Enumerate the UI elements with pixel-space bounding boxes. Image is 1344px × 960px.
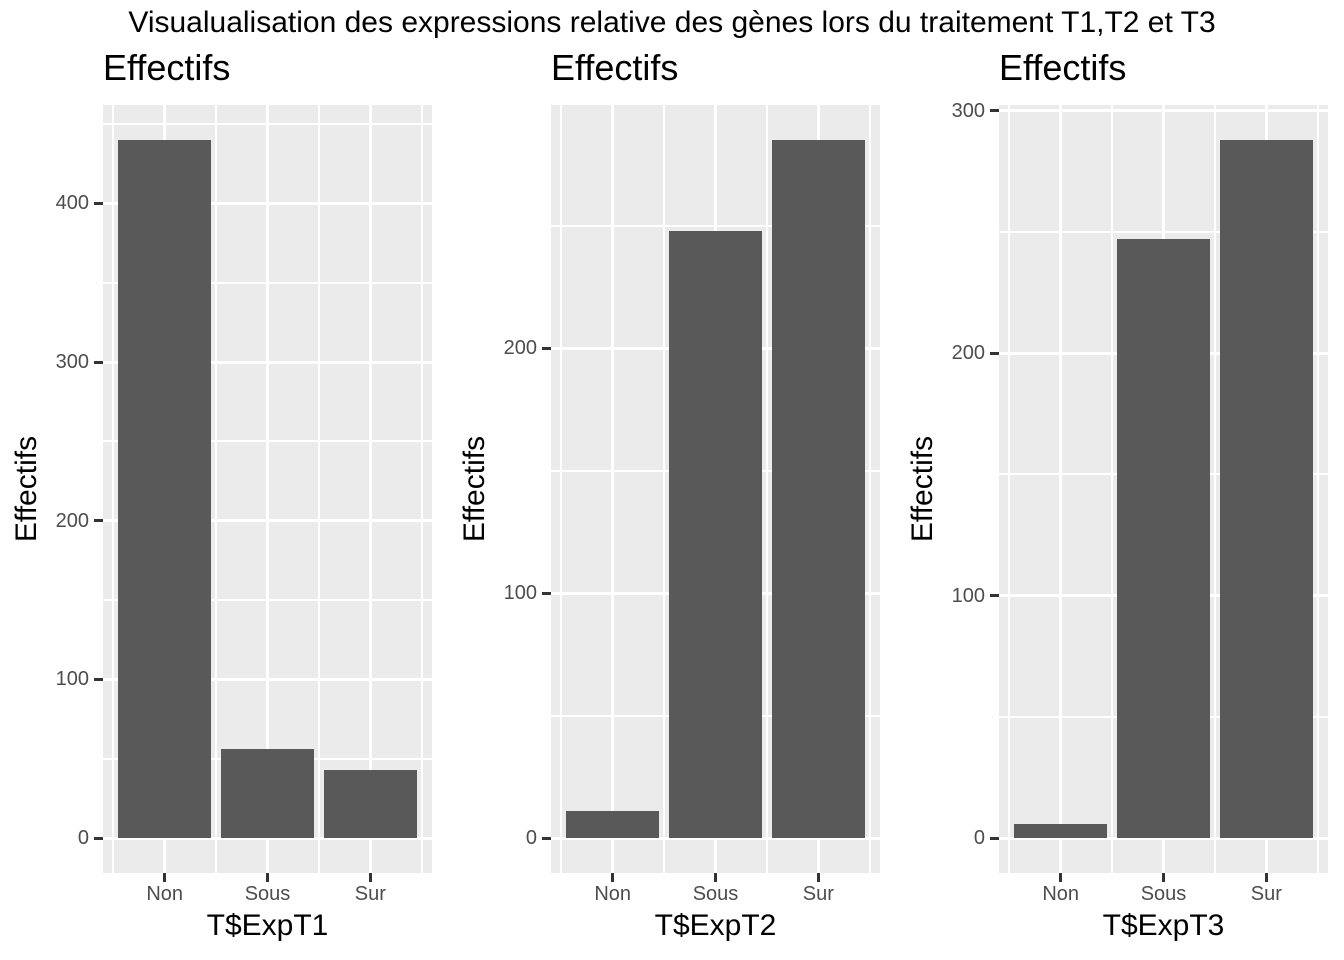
y-axis-title: Effectifs — [458, 435, 491, 543]
bar-non — [1014, 823, 1107, 839]
y-tick-label: 100 — [55, 668, 89, 691]
x-tick-label: Non — [146, 883, 184, 905]
subplot-t1: Effectifs Effectifs T$ExpT1 0 100 200 300 40… — [0, 0, 448, 960]
v-gridline-minor — [560, 105, 563, 873]
v-gridline-minor — [1008, 105, 1011, 873]
x-tick-label: Sur — [1250, 883, 1282, 905]
x-tick-mark — [1059, 873, 1063, 882]
bar-sur — [1220, 139, 1313, 839]
y-tick-label: 100 — [503, 582, 537, 605]
v-gridline-minor — [765, 105, 768, 873]
y-tick-label: 200 — [55, 509, 89, 532]
x-tick-label: Non — [594, 883, 632, 905]
v-gridline-minor — [1316, 105, 1319, 873]
v-gridline-minor — [215, 105, 218, 873]
bar-sur — [324, 769, 417, 839]
v-gridline-major — [266, 105, 269, 873]
y-tick-mark — [94, 201, 103, 205]
y-tick-label: 200 — [503, 337, 537, 360]
x-tick-mark — [1264, 873, 1268, 882]
y-tick-label: 0 — [77, 827, 89, 850]
x-tick-mark — [266, 873, 269, 882]
bar-sous — [669, 230, 762, 839]
bar-non — [118, 139, 211, 839]
y-tick-mark — [94, 677, 103, 681]
chart-title: Effectifs — [103, 47, 231, 88]
x-axis-title: T$ExpT3 — [1102, 909, 1225, 942]
x-tick-label: Sur — [354, 883, 386, 905]
y-tick-label: 100 — [951, 584, 985, 607]
v-gridline-minor — [663, 105, 666, 873]
plot-panel — [999, 105, 1328, 873]
x-tick-mark — [611, 873, 615, 882]
v-gridline-minor — [868, 105, 871, 873]
y-tick-label: 200 — [951, 342, 985, 365]
x-tick-mark — [714, 873, 717, 882]
y-tick-mark — [990, 836, 999, 840]
y-axis-title: Effectifs — [906, 435, 939, 543]
x-tick-label: Sous — [244, 883, 291, 905]
x-axis-title: T$ExpT2 — [654, 909, 777, 942]
y-tick-label: 300 — [951, 99, 985, 122]
bar-sous — [1117, 239, 1210, 839]
y-tick-mark — [990, 594, 999, 598]
v-gridline-major — [368, 105, 372, 873]
bar-sur — [772, 139, 865, 839]
v-gridline-major — [611, 105, 615, 873]
y-tick-label: 400 — [55, 192, 89, 215]
v-gridline-minor — [1111, 105, 1114, 873]
x-tick-label: Non — [1042, 883, 1080, 905]
y-tick-mark — [94, 360, 103, 364]
y-tick-mark — [542, 346, 551, 350]
x-tick-label: Sur — [802, 883, 834, 905]
v-gridline-minor — [1213, 105, 1216, 873]
plot-panel — [551, 105, 880, 873]
y-tick-label: 300 — [55, 351, 89, 374]
y-tick-label: 0 — [973, 827, 985, 850]
y-tick-mark — [94, 836, 103, 840]
v-gridline-major — [1059, 105, 1063, 873]
x-axis-title: T$ExpT1 — [206, 909, 329, 942]
y-tick-label: 0 — [525, 827, 537, 850]
y-tick-mark — [990, 109, 999, 113]
x-tick-mark — [816, 873, 820, 882]
y-tick-mark — [990, 351, 999, 355]
x-tick-label: Sous — [1140, 883, 1187, 905]
x-tick-mark — [163, 873, 167, 882]
bar-sous — [221, 749, 314, 839]
bar-non — [566, 811, 659, 839]
chart-title: Effectifs — [999, 47, 1127, 88]
y-tick-mark — [542, 591, 551, 595]
x-tick-mark — [368, 873, 372, 882]
y-tick-mark — [94, 519, 103, 523]
plot-panel — [103, 105, 432, 873]
subplot-t2: Effectifs Effectifs T$ExpT2 0 100 200 Non So… — [448, 0, 896, 960]
y-tick-mark — [542, 836, 551, 840]
v-gridline-minor — [317, 105, 320, 873]
v-gridline-minor — [112, 105, 115, 873]
x-tick-mark — [1162, 873, 1165, 882]
x-tick-label: Sous — [692, 883, 739, 905]
subplot-t3: Effectifs Effectifs T$ExpT3 0 100 200 300 No… — [896, 0, 1344, 960]
v-gridline-minor — [420, 105, 423, 873]
chart-title: Effectifs — [551, 47, 679, 88]
figure-title: Visualualisation des expressions relativ… — [128, 6, 1216, 39]
